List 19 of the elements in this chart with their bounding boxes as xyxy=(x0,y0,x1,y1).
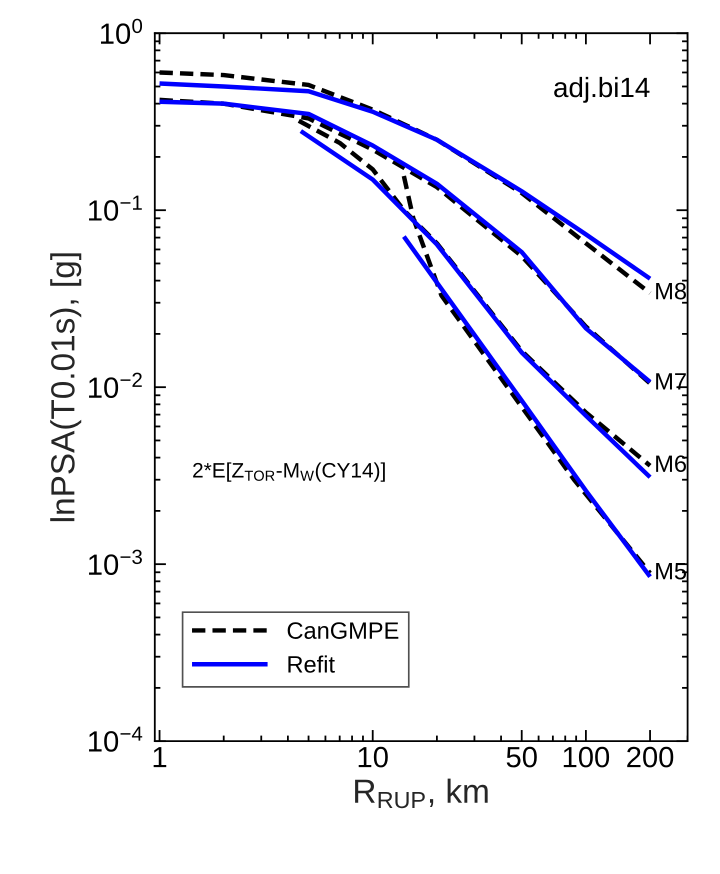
y-tick-label: 10$^{−2}$ xyxy=(89,372,142,398)
x-tick-label: 100 xyxy=(564,746,610,768)
x-axis-title: R$_{RUP}$, km xyxy=(355,778,488,808)
x-tick-label: 200 xyxy=(627,746,674,768)
annotation: 2*E[Z$_{TOR}$-M$_{W}$(CY14)] xyxy=(193,462,385,482)
annotation: M7 xyxy=(656,373,686,390)
annotation: M6 xyxy=(656,455,686,472)
y-tick-label: 10$^{−1}$ xyxy=(89,196,142,221)
x-tick-label: 50 xyxy=(506,746,537,768)
annotation: adj.bi14 xyxy=(554,76,650,103)
annotation: M8 xyxy=(656,282,686,300)
legend-label: Refit xyxy=(288,655,335,673)
y-tick-label: 10$^{−4}$ xyxy=(89,726,142,752)
legend-label: CanGMPE xyxy=(288,622,398,639)
y-axis-title: lnPSA(T0.01s), [g] xyxy=(50,253,82,522)
x-tick-label: 10 xyxy=(358,746,388,768)
y-tick-label: 10$^{−3}$ xyxy=(89,550,142,575)
x-tick-label: 1 xyxy=(154,747,166,768)
y-tick-label: 10$^{0}$ xyxy=(100,18,142,44)
